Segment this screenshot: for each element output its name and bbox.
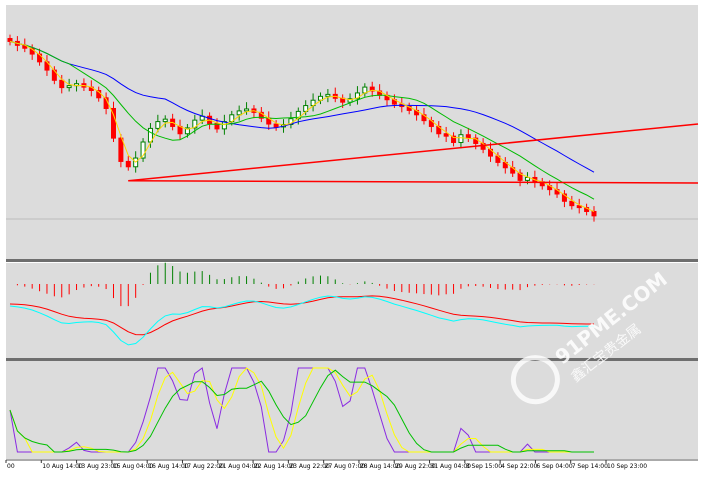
candle [214, 123, 220, 130]
candle [569, 200, 575, 207]
watermark-logo [510, 355, 560, 405]
candle [561, 193, 567, 202]
candle [155, 121, 161, 129]
candle [347, 98, 353, 103]
candle [110, 107, 116, 139]
x-tick-label: 21 Aug 04:00 [219, 463, 260, 470]
x-tick-label: 29 Aug 22:00 [395, 463, 436, 470]
candle [162, 118, 168, 123]
x-tick-label: 7 Sep 14:00 [572, 463, 608, 470]
candle [458, 134, 464, 143]
macd-panel [6, 263, 698, 358]
candle [140, 141, 146, 159]
candle [473, 137, 479, 144]
ma-fast-line [9, 40, 595, 213]
candle [591, 210, 597, 217]
candle [465, 134, 471, 139]
candle [576, 205, 582, 209]
candle [7, 38, 13, 42]
x-tick-label: 4 Sep 22:00 [501, 463, 537, 470]
x-tick-label: 23 Aug 22:00 [289, 463, 330, 470]
trendline-upper [128, 123, 699, 182]
candle [125, 160, 131, 168]
x-tick-label: 6 Sep 04:00 [536, 463, 572, 470]
candle [236, 110, 242, 116]
candle [118, 137, 124, 162]
price-panel [6, 5, 698, 260]
candle [325, 93, 331, 97]
x-tick-label: 13 Aug 23:00 [78, 463, 119, 470]
candle [273, 123, 279, 128]
x-tick-label: 10 Aug 14:00 [42, 463, 83, 470]
osc-slow-line [9, 367, 594, 453]
candle [59, 79, 65, 89]
x-tick-label: 15 Aug 04:00 [113, 463, 154, 470]
trendline-lower [128, 180, 699, 184]
candle [258, 111, 264, 119]
x-tick-label: 27 Aug 07:00 [325, 463, 366, 470]
candle [66, 85, 72, 89]
macd-line [9, 295, 594, 346]
x-tick-label: 28 Aug 14:00 [360, 463, 401, 470]
x-tick-label: 17 Aug 22:00 [183, 463, 224, 470]
osc-signal-line [9, 369, 594, 453]
candle [451, 135, 457, 143]
candle [244, 108, 250, 112]
x-tick-label: 31 Aug 04:00 [431, 463, 472, 470]
x-tick-label: 3 Sep 15:00 [466, 463, 502, 470]
candle [369, 86, 375, 92]
x-tick-label: 22 Aug 14:00 [254, 463, 295, 470]
candle [443, 133, 449, 137]
x-tick-label: 16 Aug 14:00 [148, 463, 189, 470]
candle [184, 127, 190, 135]
candle [354, 92, 360, 100]
x-tick-label: 10 Sep 23:00 [607, 463, 647, 470]
ma-slow-line [9, 40, 595, 173]
oscillator-panel [6, 361, 698, 459]
x-tick-label: 00 [7, 463, 15, 470]
candle [192, 119, 198, 129]
